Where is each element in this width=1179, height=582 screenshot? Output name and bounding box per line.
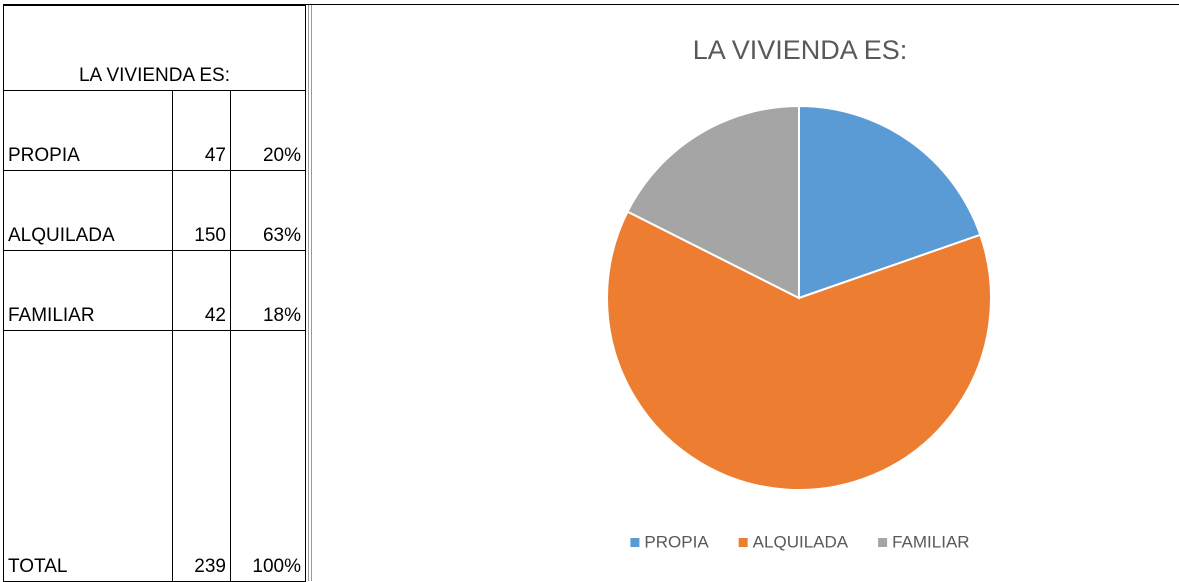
legend-swatch [630,538,640,547]
table-row: FAMILIAR 42 18% [3,250,306,331]
pie-slice [606,210,992,491]
table-row: ALQUILADA 150 63% [3,170,306,251]
cell: 42 [172,250,231,331]
table-title: LA VIVIENDA ES: [3,5,306,91]
border [3,4,1179,5]
cell: 239 [172,330,231,582]
legend-swatch [878,538,888,547]
pie-slice [626,104,800,300]
legend-label: PROPIA [644,532,709,551]
cell: 18% [230,250,306,331]
cell: 63% [230,170,306,251]
separator [308,5,312,581]
row-label: ALQUILADA [3,170,173,251]
cell: 150 [172,170,231,251]
table-row: TOTAL 239 100% [3,330,306,582]
legend-swatch [738,538,748,547]
legend-label: ALQUILADA [753,532,849,551]
row-label: PROPIA [3,90,173,171]
data-table: LA VIVIENDA ES: PROPIA 47 20% ALQUILADA 150 6… [3,5,306,582]
row-label: FAMILIAR [3,250,173,331]
row-label: TOTAL [3,330,173,582]
legend-label: FAMILIAR [892,532,969,551]
cell: 20% [230,90,306,171]
table-row: PROPIA 47 20% [3,90,306,171]
chart-title: LA VIVIENDA ES: [693,35,908,65]
cell: 100% [230,330,306,582]
